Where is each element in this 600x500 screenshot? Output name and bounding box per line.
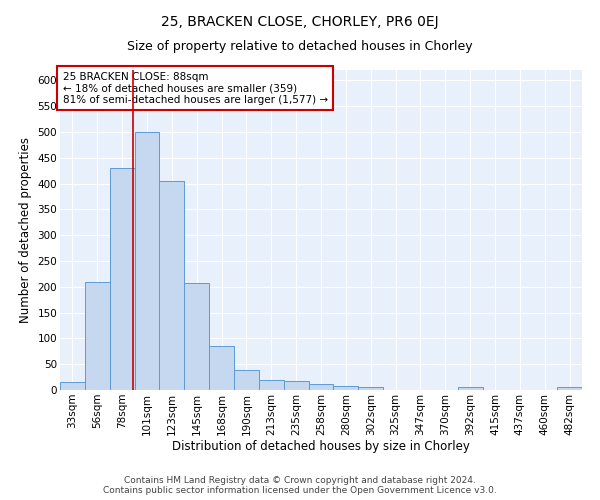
Bar <box>334 386 358 390</box>
Bar <box>85 282 110 390</box>
Text: 25, BRACKEN CLOSE, CHORLEY, PR6 0EJ: 25, BRACKEN CLOSE, CHORLEY, PR6 0EJ <box>161 15 439 29</box>
Bar <box>234 370 259 390</box>
Bar <box>358 387 383 390</box>
Bar <box>160 181 184 390</box>
Bar <box>184 283 209 390</box>
Bar <box>259 380 284 390</box>
Bar <box>284 380 308 390</box>
Y-axis label: Number of detached properties: Number of detached properties <box>19 137 32 323</box>
Text: Contains HM Land Registry data © Crown copyright and database right 2024.
Contai: Contains HM Land Registry data © Crown c… <box>103 476 497 495</box>
Bar <box>60 382 85 390</box>
Bar <box>557 387 582 390</box>
Text: Size of property relative to detached houses in Chorley: Size of property relative to detached ho… <box>127 40 473 53</box>
Bar <box>458 388 482 390</box>
Bar <box>308 384 334 390</box>
Bar <box>134 132 160 390</box>
Text: 25 BRACKEN CLOSE: 88sqm
← 18% of detached houses are smaller (359)
81% of semi-d: 25 BRACKEN CLOSE: 88sqm ← 18% of detache… <box>62 72 328 105</box>
X-axis label: Distribution of detached houses by size in Chorley: Distribution of detached houses by size … <box>172 440 470 454</box>
Bar <box>209 346 234 390</box>
Bar <box>110 168 134 390</box>
